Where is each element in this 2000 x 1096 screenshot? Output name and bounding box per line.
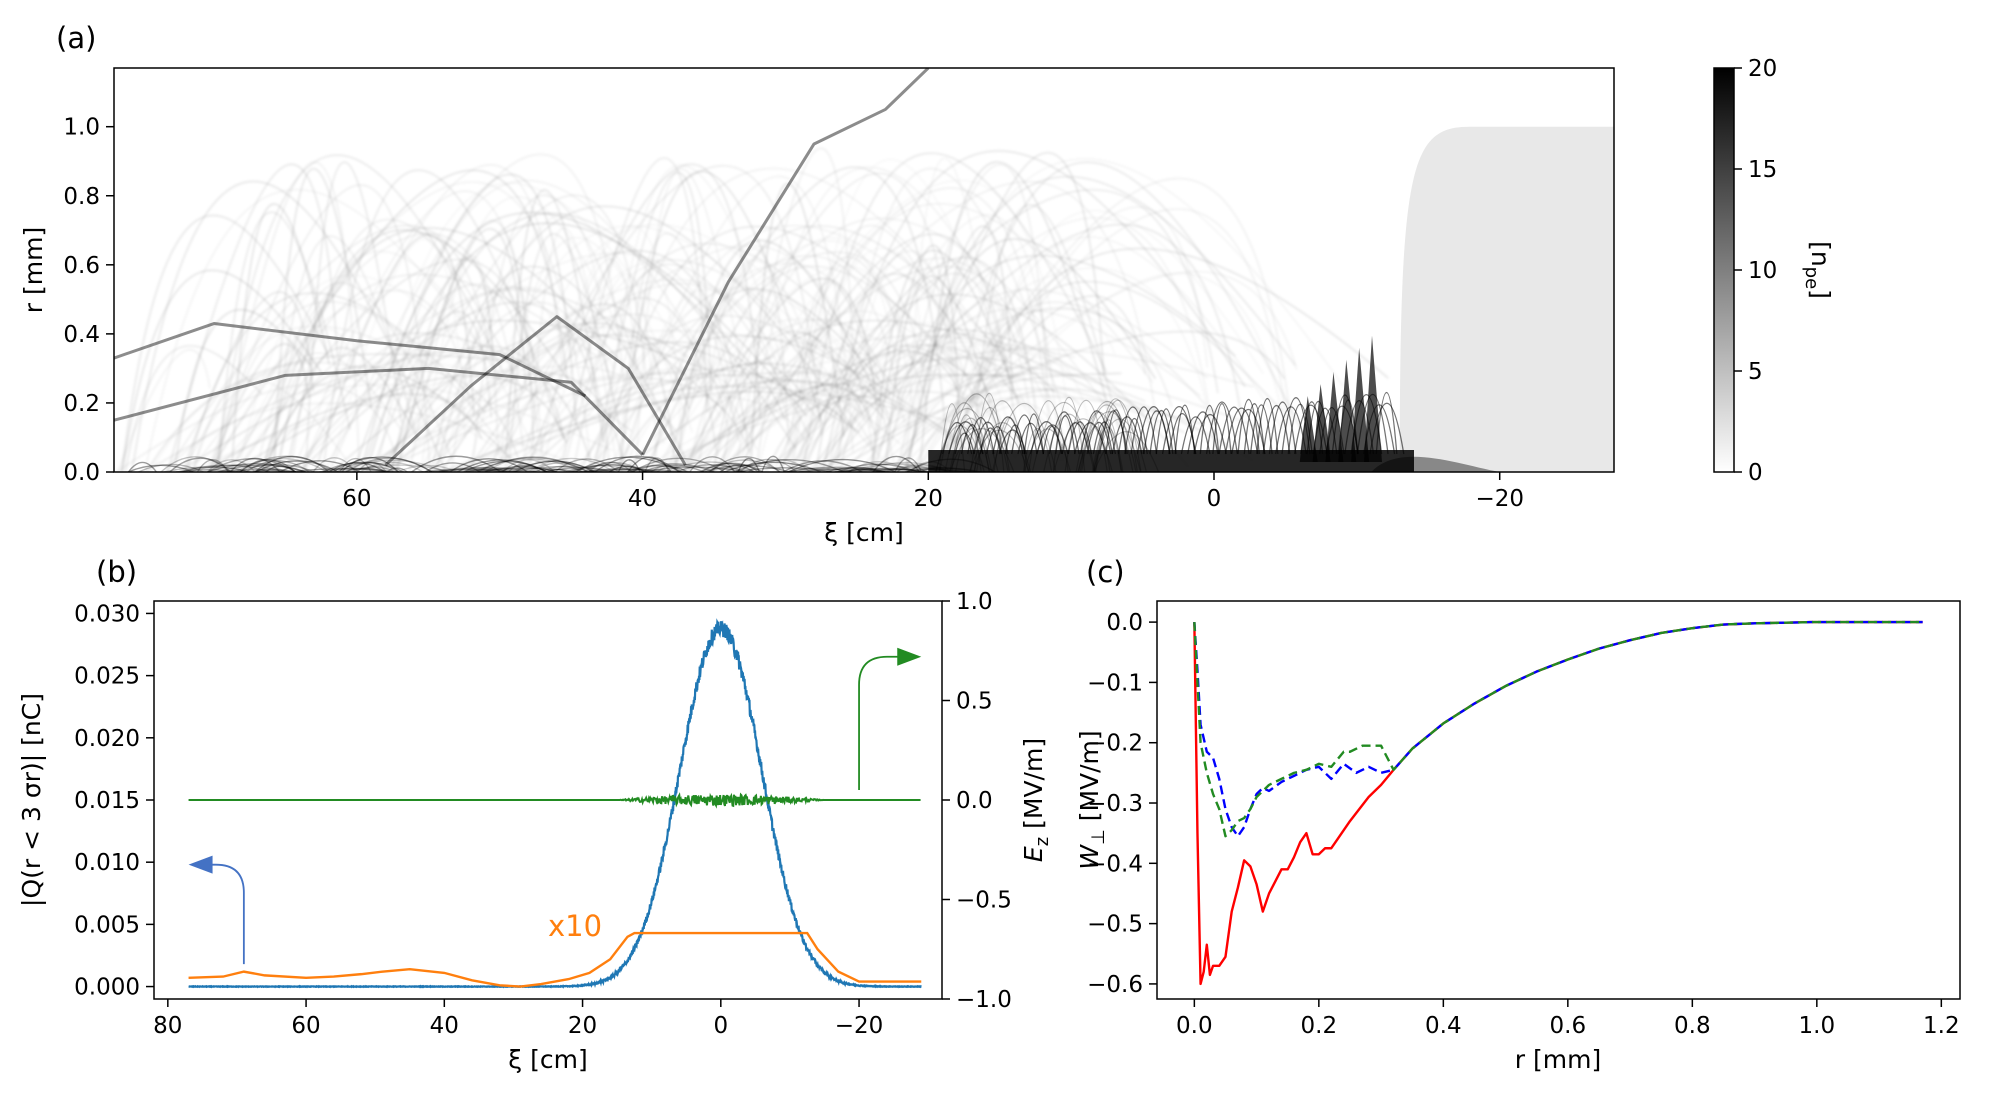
panel-a-ytick-label: 0.4 <box>63 322 100 348</box>
panel-c-frame <box>1156 600 1961 1000</box>
panel-c-ytick-label: −0.6 <box>1087 972 1143 998</box>
panel-b-ytick-right-label: −1.0 <box>956 987 1012 1013</box>
right-axis-arrowhead <box>897 647 922 666</box>
panel-a-ytick-label: 0.8 <box>63 184 100 210</box>
unperturbed-plasma-region <box>1399 126 1614 472</box>
panel-a-ytick-label: 1.0 <box>63 115 100 141</box>
panel-c-xtick-label: 1.2 <box>1923 1013 1960 1039</box>
heatmap-texture <box>114 68 1614 472</box>
panel-b-ytick-left-label: 0.000 <box>74 975 140 1001</box>
panel-b-ytick-left-label: 0.005 <box>74 912 140 938</box>
panel-a-ytick-label: 0.2 <box>63 391 100 417</box>
panel-c-xtick-label: 0.4 <box>1425 1013 1462 1039</box>
panel-a-xlabel: ξ [cm] <box>824 518 904 547</box>
blue-charge-curve <box>188 618 922 989</box>
panel-a-ylabel: r [mm] <box>19 227 48 313</box>
panel-b-ytick-right-label: −0.5 <box>956 888 1012 914</box>
panel-c-ytick-label: −0.2 <box>1087 731 1143 757</box>
filament-track-2 <box>384 315 687 467</box>
panel-a-xtick-label: 60 <box>342 486 371 512</box>
panel-a-xtick-label: 20 <box>914 486 943 512</box>
panel-b-label: (b) <box>96 555 137 589</box>
colorbar-tick-label: 5 <box>1748 359 1763 385</box>
left-axis-arrow <box>208 863 245 965</box>
panel-c-xtick-label: 1.0 <box>1799 1013 1836 1039</box>
panel-b-xtick-label: −20 <box>835 1013 884 1039</box>
wake-filaments <box>116 147 1389 472</box>
panel-c-ytick-label: −0.3 <box>1087 791 1143 817</box>
left-axis-arrowhead <box>188 855 213 874</box>
filament-track-0 <box>114 322 587 398</box>
panel-b-xtick-label: 40 <box>430 1013 459 1039</box>
panel-b-xtick-label: 60 <box>291 1013 320 1039</box>
panel-b-ytick-right-label: 1.0 <box>956 589 993 615</box>
panel-c-xtick-label: 0.6 <box>1550 1013 1587 1039</box>
colorbar-label: [npe] <box>1801 241 1835 299</box>
x10-annotation: x10 <box>548 909 602 943</box>
panel-b-ylabel-left: |Q(r < 3 σr)| [nC] <box>17 693 46 907</box>
red-solid-curve <box>1193 620 1923 986</box>
panel-c-xtick-label: 0.2 <box>1301 1013 1338 1039</box>
panel-c-ytick-label: −0.5 <box>1087 912 1143 938</box>
colorbar-tick-label: 20 <box>1748 56 1777 82</box>
filament-track-3 <box>641 68 930 456</box>
panel-b-ytick-right-label: 0.0 <box>956 788 993 814</box>
green-dashed-curve <box>1193 620 1923 838</box>
right-axis-arrow <box>858 655 902 791</box>
panel-c-ytick-label: −0.1 <box>1087 670 1143 696</box>
colorbar: 0 5 10 15 20 [npe] <box>1713 56 1835 486</box>
filament-track-1 <box>114 366 644 456</box>
panel-c-ytick-label: −0.4 <box>1087 851 1143 877</box>
panel-c-label: (c) <box>1086 555 1125 589</box>
panel-b-ytick-left-label: 0.020 <box>74 726 140 752</box>
panel-c-lineplot: 0.0 0.2 0.4 0.6 0.8 1.0 1.2 0.0 −0.1 −0.2 −0.3 −0.4… <box>1087 600 1961 1039</box>
panel-b-ytick-left-label: 0.015 <box>74 788 140 814</box>
panel-a-xtick-label: 0 <box>1207 486 1222 512</box>
panel-b-xlabel: ξ [cm] <box>508 1045 588 1074</box>
panel-a-frame <box>113 67 1615 473</box>
panel-a-ytick-label: 0.0 <box>63 460 100 486</box>
panel-c-xtick-label: 0.0 <box>1176 1013 1213 1039</box>
panel-c-ytick-label: 0.0 <box>1106 610 1143 636</box>
panel-b-xtick-label: 20 <box>568 1013 597 1039</box>
orange-x10-curve <box>188 931 922 988</box>
panel-b-ytick-left-label: 0.025 <box>74 664 140 690</box>
panel-b-ytick-right-label: 0.5 <box>956 689 993 715</box>
panel-a-xtick-label: 40 <box>628 486 657 512</box>
colorbar-gradient <box>1714 68 1734 472</box>
panel-c-xlabel: r [mm] <box>1515 1045 1601 1074</box>
panel-b-lineplot: 80 60 40 20 0 −20 0.000 0.005 0.010 0.015 0.020 0.0… <box>74 589 1012 1039</box>
panel-a-label: (a) <box>56 21 96 55</box>
panel-a-xtick-label: −20 <box>1475 486 1524 512</box>
panel-a-heatmap: 60 40 20 0 −20 0.0 0.2 0.4 0.6 0.8 1.0 <box>63 67 1615 512</box>
colorbar-tick-label: 15 <box>1748 157 1777 183</box>
panel-a-ytick-label: 0.6 <box>63 253 100 279</box>
colorbar-tick-label: 10 <box>1748 258 1777 284</box>
panel-b-ytick-left-label: 0.030 <box>74 601 140 627</box>
blue-dashed-curve <box>1193 620 1923 838</box>
colorbar-tick-label: 0 <box>1748 460 1763 486</box>
panel-b-ylabel-right: Ez [MV/m] <box>1019 738 1053 862</box>
panel-b-xtick-label: 80 <box>153 1013 182 1039</box>
green-ez-curve <box>188 792 921 809</box>
panel-c-ylabel: W⊥ [MV/m] <box>1075 730 1109 869</box>
panel-b-ytick-left-label: 0.010 <box>74 850 140 876</box>
dense-column <box>928 335 1414 472</box>
panel-b-xtick-label: 0 <box>713 1013 728 1039</box>
panel-c-xtick-label: 0.8 <box>1674 1013 1711 1039</box>
